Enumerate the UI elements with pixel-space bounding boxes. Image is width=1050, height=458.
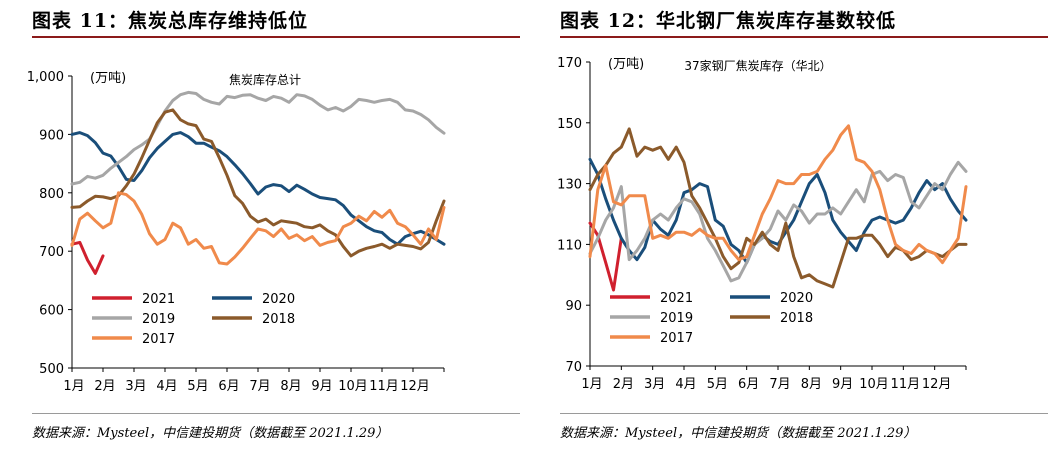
x-tick-label: 1月 (581, 377, 602, 392)
y-tick-label: 110 (557, 238, 582, 253)
source-divider (560, 413, 1048, 414)
series-line-2017 (588, 124, 968, 265)
source-divider (32, 413, 520, 414)
x-tick-label: 10月 (338, 379, 368, 394)
y-tick-label: 900 (39, 128, 64, 143)
legend-label-2020: 2020 (262, 292, 295, 307)
x-tick-label: 8月 (280, 379, 301, 394)
x-tick-label: 2月 (94, 379, 115, 394)
series-line-2021 (588, 221, 623, 292)
x-tick-label: 5月 (187, 379, 208, 394)
legend-label-2017: 2017 (660, 331, 693, 346)
y-unit-label: (万吨) (608, 57, 644, 72)
y-tick-label: 130 (557, 178, 582, 193)
y-tick-label: 90 (565, 299, 582, 314)
chart-subtitle: 焦炭库存总计 (229, 72, 301, 87)
legend-label-2018: 2018 (262, 312, 295, 327)
y-tick-label: 500 (39, 362, 64, 377)
x-tick-label: 3月 (125, 379, 146, 394)
line-chart: 500 600 700 800 900 1,000 1月 2月 3月 4月 5月 6月 7月 8月 9月 10… (27, 70, 446, 394)
x-tick-label: 4月 (156, 379, 177, 394)
data-source-note: 数据来源：Mysteel，中信建投期货（数据截至 2021.1.29） (560, 426, 917, 441)
left-chart-panel: 图表 11：焦炭总库存维持低位 500 600 700 800 900 1,000 1月 2月… (0, 0, 520, 458)
y-tick-label: 170 (557, 56, 582, 71)
series-line-2019 (588, 160, 968, 283)
series-line-2020 (70, 131, 446, 246)
x-tick-label: 11月 (369, 379, 399, 394)
legend-label-2018: 2018 (780, 311, 813, 326)
data-source-note: 数据来源：Mysteel，中信建投期货（数据截至 2021.1.29） (32, 426, 389, 441)
legend-label-2017: 2017 (142, 332, 175, 347)
series-line-2019 (70, 90, 446, 186)
title-divider (32, 36, 520, 38)
x-tick-label: 6月 (218, 379, 239, 394)
x-tick-label: 9月 (832, 377, 853, 392)
line-chart: 70 90 110 130 150 170 1月 2月 3月 4月 5月 6月 7月 8月 9月 10月 11月… (557, 56, 968, 392)
legend-label-2020: 2020 (780, 291, 813, 306)
y-tick-label: 150 (557, 117, 582, 132)
chart-subtitle: 37家钢厂焦炭库存（华北） (684, 58, 831, 73)
title-divider (560, 36, 1048, 38)
y-tick-label: 70 (565, 360, 582, 375)
x-tick-label: 7月 (769, 377, 790, 392)
x-tick-label: 12月 (922, 377, 952, 392)
x-tick-label: 6月 (738, 377, 759, 392)
right-chart-panel: 图表 12：华北钢厂焦炭库存基数较低 70 90 110 130 150 170 1月 2月 3… (528, 0, 1048, 458)
legend-label-2021: 2021 (142, 292, 175, 307)
y-tick-label: 600 (39, 304, 64, 319)
y-tick-label: 800 (39, 187, 64, 202)
y-unit-label: (万吨) (90, 71, 126, 86)
x-tick-label: 2月 (613, 377, 634, 392)
x-tick-label: 12月 (400, 379, 430, 394)
x-tick-label: 8月 (801, 377, 822, 392)
x-tick-label: 4月 (675, 377, 696, 392)
legend-label-2021: 2021 (660, 291, 693, 306)
chart-title: 图表 12：华北钢厂焦炭库存基数较低 (560, 10, 897, 32)
chart-title: 图表 11：焦炭总库存维持低位 (32, 10, 309, 32)
y-tick-label: 1,000 (27, 70, 64, 85)
series-line-2017 (70, 191, 446, 266)
series-line-2021 (70, 240, 105, 275)
x-tick-label: 1月 (63, 379, 84, 394)
legend-label-2019: 2019 (142, 312, 175, 327)
x-tick-label: 11月 (891, 377, 921, 392)
legend-label-2019: 2019 (660, 311, 693, 326)
x-tick-label: 10月 (859, 377, 889, 392)
x-tick-label: 7月 (249, 379, 270, 394)
x-tick-label: 3月 (644, 377, 665, 392)
x-tick-label: 5月 (707, 377, 728, 392)
y-tick-label: 700 (39, 245, 64, 260)
series-line-2018 (70, 108, 446, 258)
x-tick-label: 9月 (311, 379, 332, 394)
